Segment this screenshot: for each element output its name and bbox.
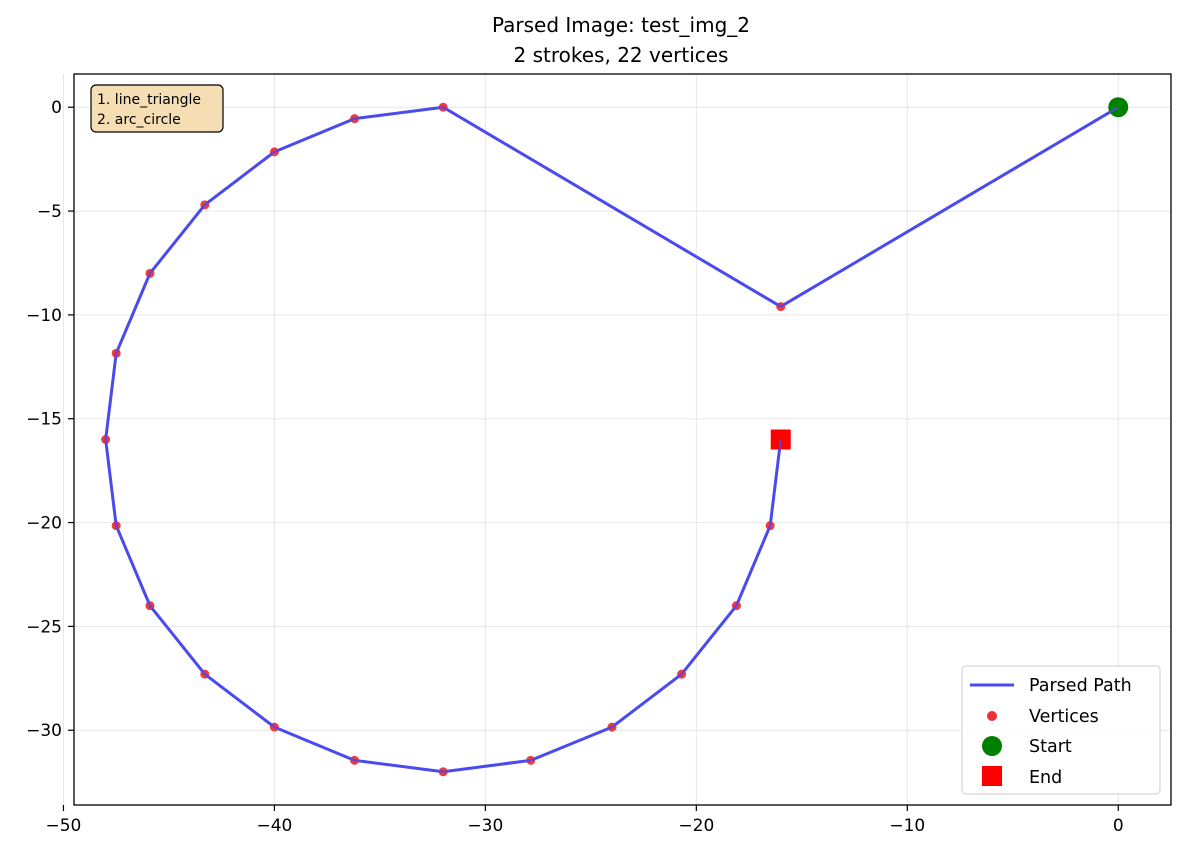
y-tick-label: −25 <box>26 617 62 637</box>
legend-label-start: Start <box>1029 737 1072 757</box>
x-tick-label: −20 <box>678 816 714 836</box>
y-tick-label: −10 <box>26 306 62 326</box>
annotation-line-1: 1. line_triangle <box>97 92 201 108</box>
legend-label-vertices: Vertices <box>1029 707 1099 727</box>
axis-ticks: −50 −40 −30 −20 −10 0 0 −5 −10 −15 −20 −25 −30 <box>26 98 1124 836</box>
x-tick-label: 0 <box>1113 816 1124 836</box>
y-tick-label: −30 <box>26 721 62 741</box>
chart-title: Parsed Image: test_img_2 2 strokes, 22 v… <box>492 13 750 67</box>
legend-frame <box>961 665 1161 795</box>
axes-frame <box>73 73 1172 806</box>
stroke-annotation-box: 1. line_triangle 2. arc_circle <box>90 84 224 133</box>
annotation-line-2: 2. arc_circle <box>97 112 181 128</box>
chart-title-line-1: Parsed Image: test_img_2 <box>492 13 750 37</box>
y-tick-label: −15 <box>26 410 62 430</box>
x-tick-label: −40 <box>256 816 292 836</box>
legend-end-swatch <box>982 766 1002 786</box>
x-tick-label: −50 <box>46 816 82 836</box>
y-tick-label: 0 <box>51 98 62 118</box>
annotation-box-background <box>90 84 224 133</box>
legend-vertex-swatch <box>987 711 997 721</box>
legend-start-swatch <box>982 736 1002 756</box>
y-tick-label: −5 <box>37 202 62 222</box>
plot-area <box>101 97 1129 777</box>
parsed-path-overlay <box>104 106 1119 773</box>
x-tick-label: −30 <box>467 816 503 836</box>
legend-label-path: Parsed Path <box>1029 676 1132 696</box>
legend: Parsed Path Vertices Start End <box>961 665 1161 795</box>
y-tick-label: −20 <box>26 514 62 534</box>
chart-title-line-2: 2 strokes, 22 vertices <box>514 43 729 67</box>
legend-label-end: End <box>1029 768 1062 788</box>
x-tick-label: −10 <box>889 816 925 836</box>
